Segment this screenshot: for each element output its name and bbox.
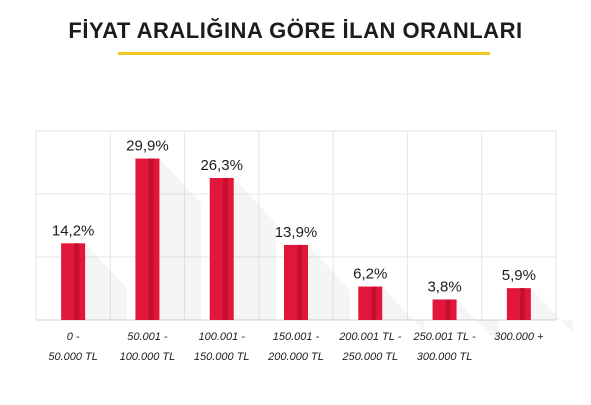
- x-tick-label: 50.000 TL: [48, 351, 98, 363]
- bar-value-label: 3,8%: [427, 278, 461, 295]
- bar-value-label: 26,3%: [200, 157, 243, 174]
- x-tick-label: 300.000 +: [494, 331, 544, 343]
- bar: [358, 286, 383, 320]
- bar-shadow: [308, 244, 350, 320]
- bar-side: [148, 158, 154, 320]
- bar: [209, 177, 234, 320]
- bar-shadow: [456, 299, 499, 345]
- x-tick-label: 100.000 TL: [120, 351, 176, 363]
- x-tick-label: 250.000 TL: [341, 351, 398, 363]
- bar-value-label: 5,9%: [502, 267, 536, 284]
- bar-value-label: 13,9%: [275, 224, 318, 241]
- bar: [284, 244, 308, 320]
- bar-side: [74, 243, 80, 320]
- x-tick-label: 0 -: [67, 331, 80, 343]
- bar-side: [520, 288, 525, 320]
- x-tick-label: 300.000 TL: [417, 351, 473, 363]
- bar-value-label: 6,2%: [353, 266, 387, 283]
- bar-shadow: [530, 288, 573, 334]
- chart-title: FİYAT ARALIĞINA GÖRE İLAN ORANLARI: [68, 18, 523, 43]
- bar: [432, 299, 457, 320]
- bar-shadow: [382, 286, 425, 332]
- bar: [61, 243, 86, 320]
- bar-shadow: [159, 158, 202, 320]
- bar-value-label: 14,2%: [52, 222, 95, 239]
- bar-shadow: [233, 177, 276, 320]
- title-underline: [118, 52, 490, 55]
- bar-side: [222, 177, 228, 320]
- x-tick-label: 150.001 -: [273, 331, 320, 343]
- bar-side: [297, 244, 302, 320]
- bar-shadow: [85, 243, 128, 320]
- x-tick-label: 200.000 TL: [267, 351, 324, 363]
- x-tick-label: 150.000 TL: [194, 351, 250, 363]
- bar-side: [445, 299, 451, 320]
- bar: [506, 288, 531, 320]
- bar-side: [371, 286, 377, 320]
- bar: [135, 158, 160, 320]
- x-tick-label: 100.001 -: [198, 331, 245, 343]
- x-tick-label: 250.001 TL -: [412, 331, 476, 343]
- x-tick-label: 50.001 -: [127, 331, 168, 343]
- x-tick-label: 200.001 TL -: [338, 331, 402, 343]
- bar-value-label: 29,9%: [126, 138, 169, 155]
